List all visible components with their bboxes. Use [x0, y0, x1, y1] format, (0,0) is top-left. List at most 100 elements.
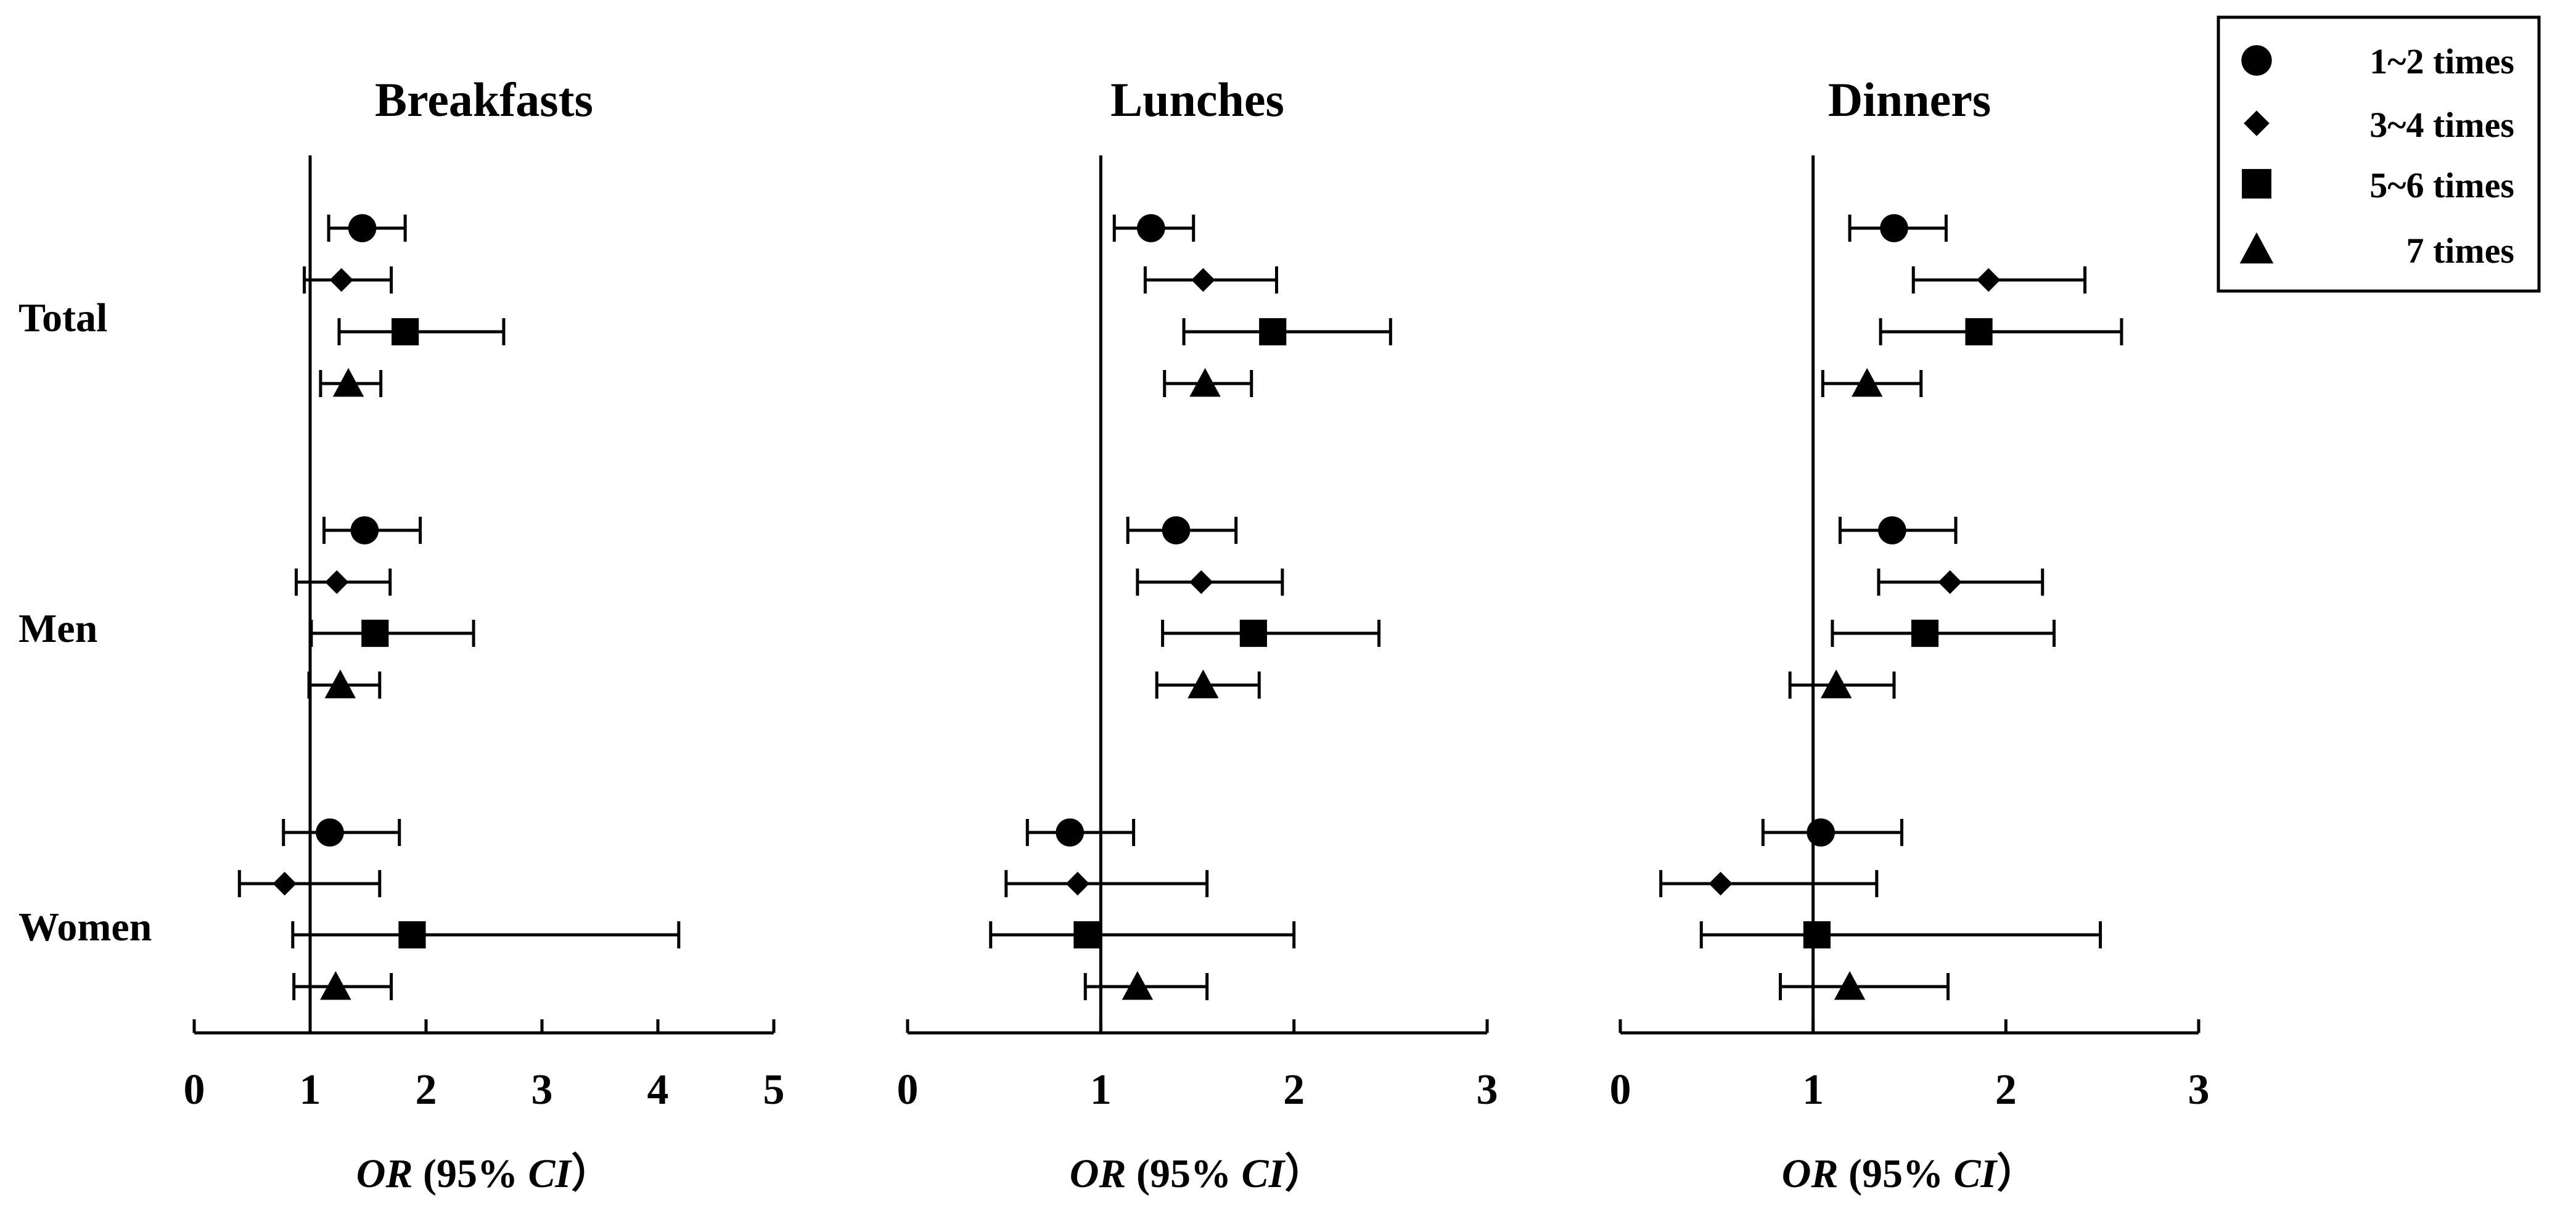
forest-point-lunches-women-3-4-times	[1004, 870, 1209, 897]
or-marker-breakfasts-women-5-6-times	[398, 921, 426, 949]
forest-point-dinners-women-1-2-times	[1761, 818, 1903, 847]
or-marker-lunches-women-5-6-times	[1073, 921, 1101, 949]
or-marker-lunches-men-7-times	[1188, 669, 1219, 699]
legend-label-3-4-times: 3~4 times	[2369, 105, 2514, 145]
or-marker-lunches-total-7-times	[1189, 368, 1221, 397]
panels-layer: Breakfasts 0 1 2 3 4 5 OR (95% CI） Lunches 0 1 2 3 OR…	[184, 73, 2210, 1196]
forest-point-lunches-women-7-times	[1083, 971, 1209, 1000]
forest-point-lunches-total-5-6-times	[1182, 318, 1392, 346]
or-marker-dinners-men-5-6-times	[1911, 619, 1939, 647]
forest-point-breakfasts-men-7-times	[307, 669, 382, 699]
or-marker-lunches-total-3-4-times	[1191, 268, 1215, 292]
x-tick-label-dinners-0: 0	[1610, 1066, 1631, 1114]
forest-point-breakfasts-total-5-6-times	[337, 318, 506, 346]
forest-point-dinners-men-7-times	[1788, 669, 1896, 699]
or-marker-dinners-men-3-4-times	[1938, 570, 1962, 594]
legend: 1~2 times 3~4 times 5~6 times 7 times	[2217, 15, 2541, 293]
x-tick-label-breakfasts-5: 5	[763, 1066, 785, 1114]
or-marker-dinners-total-5-6-times	[1965, 318, 1993, 346]
or-marker-breakfasts-women-3-4-times	[273, 871, 297, 896]
forest-point-lunches-total-1-2-times	[1112, 214, 1196, 242]
or-marker-breakfasts-men-5-6-times	[361, 619, 389, 647]
or-marker-breakfasts-men-1-2-times	[350, 516, 379, 544]
x-axis-label-dinners: OR (95% CI）	[1782, 1151, 2037, 1196]
x-tick-label-breakfasts-4: 4	[647, 1066, 669, 1114]
forest-point-breakfasts-total-7-times	[319, 368, 383, 397]
forest-point-dinners-total-5-6-times	[1879, 318, 2123, 346]
x-tick-label-breakfasts-2: 2	[416, 1066, 437, 1114]
or-marker-breakfasts-total-7-times	[332, 368, 364, 397]
legend-label-7-times: 7 times	[2406, 231, 2514, 271]
or-marker-dinners-total-3-4-times	[1976, 268, 2001, 292]
legend-markers	[2239, 45, 2274, 264]
forest-point-dinners-total-1-2-times	[1848, 214, 1948, 242]
legend-marker-1-2-times	[2241, 45, 2272, 76]
legend-marker-7-times	[2239, 232, 2274, 264]
or-marker-breakfasts-total-3-4-times	[329, 268, 353, 292]
x-tick-label-breakfasts-0: 0	[184, 1066, 205, 1114]
x-tick-label-lunches-1: 1	[1090, 1066, 1112, 1114]
x-tick-label-lunches-2: 2	[1283, 1066, 1305, 1114]
forest-point-lunches-total-3-4-times	[1143, 266, 1278, 294]
or-marker-lunches-women-1-2-times	[1056, 818, 1084, 847]
or-marker-lunches-women-7-times	[1122, 971, 1154, 1000]
forest-point-breakfasts-women-3-4-times	[237, 870, 382, 897]
or-marker-breakfasts-men-3-4-times	[325, 570, 349, 594]
or-marker-dinners-total-7-times	[1852, 368, 1883, 397]
forest-point-breakfasts-total-1-2-times	[327, 214, 407, 242]
or-marker-dinners-women-1-2-times	[1807, 818, 1835, 847]
panel-title-breakfasts: Breakfasts	[375, 73, 593, 126]
x-tick-label-dinners-2: 2	[1995, 1066, 2017, 1114]
or-marker-lunches-men-3-4-times	[1189, 570, 1213, 594]
or-marker-lunches-women-3-4-times	[1065, 871, 1089, 896]
x-tick-label-dinners-3: 3	[2188, 1066, 2210, 1114]
or-marker-breakfasts-men-7-times	[324, 669, 356, 699]
row-label-women: Women	[18, 905, 152, 950]
panel-lunches: Lunches 0 1 2 3 OR (95% CI）	[897, 73, 1498, 1196]
or-marker-breakfasts-total-1-2-times	[348, 214, 377, 242]
x-tick-label-lunches-0: 0	[897, 1066, 919, 1114]
forest-point-breakfasts-men-3-4-times	[294, 569, 392, 596]
forest-point-dinners-women-5-6-times	[1699, 921, 2102, 949]
forest-point-dinners-men-5-6-times	[1831, 619, 2056, 647]
or-marker-dinners-men-7-times	[1820, 669, 1852, 699]
row-label-total: Total	[18, 295, 107, 340]
or-marker-lunches-men-1-2-times	[1162, 516, 1191, 544]
or-marker-dinners-total-1-2-times	[1880, 214, 1908, 242]
or-marker-lunches-total-1-2-times	[1137, 214, 1165, 242]
legend-marker-5-6-times	[2242, 169, 2271, 199]
x-tick-label-lunches-3: 3	[1477, 1066, 1498, 1114]
or-marker-dinners-men-1-2-times	[1878, 516, 1906, 544]
forest-point-breakfasts-women-7-times	[292, 971, 393, 1000]
or-marker-breakfasts-women-1-2-times	[316, 818, 344, 847]
or-marker-lunches-men-5-6-times	[1239, 619, 1267, 647]
or-marker-lunches-total-5-6-times	[1259, 318, 1287, 346]
panel-title-lunches: Lunches	[1110, 73, 1284, 126]
forest-point-breakfasts-men-5-6-times	[310, 619, 475, 647]
legend-label-5-6-times: 5~6 times	[2369, 165, 2514, 205]
forest-point-dinners-men-3-4-times	[1877, 569, 2045, 596]
legend-box	[2217, 15, 2541, 293]
or-marker-dinners-women-5-6-times	[1803, 921, 1831, 949]
forest-point-dinners-women-7-times	[1779, 971, 1950, 1000]
panel-title-dinners: Dinners	[1828, 73, 1991, 126]
or-marker-dinners-women-7-times	[1834, 971, 1866, 1000]
forest-point-lunches-total-7-times	[1163, 368, 1253, 397]
forest-point-breakfasts-men-1-2-times	[322, 516, 422, 544]
forest-point-dinners-men-1-2-times	[1838, 516, 1958, 544]
forest-point-lunches-women-1-2-times	[1025, 818, 1136, 847]
panel-dinners: Dinners 0 1 2 3 OR (95% CI）	[1610, 73, 2210, 1196]
forest-point-lunches-men-3-4-times	[1136, 569, 1284, 596]
panel-breakfasts: Breakfasts 0 1 2 3 4 5 OR (95% CI）	[184, 73, 785, 1196]
forest-point-lunches-women-5-6-times	[989, 921, 1296, 949]
x-axis-label-breakfasts: OR (95% CI）	[356, 1151, 612, 1196]
forest-point-lunches-men-7-times	[1155, 669, 1261, 699]
forest-point-lunches-men-1-2-times	[1126, 516, 1238, 544]
forest-point-dinners-total-3-4-times	[1911, 266, 2087, 294]
or-marker-breakfasts-women-7-times	[320, 971, 351, 1000]
or-marker-breakfasts-total-5-6-times	[392, 318, 419, 346]
forest-point-dinners-women-3-4-times	[1659, 870, 1879, 897]
x-tick-label-breakfasts-1: 1	[300, 1066, 321, 1114]
or-marker-dinners-women-3-4-times	[1708, 871, 1733, 896]
